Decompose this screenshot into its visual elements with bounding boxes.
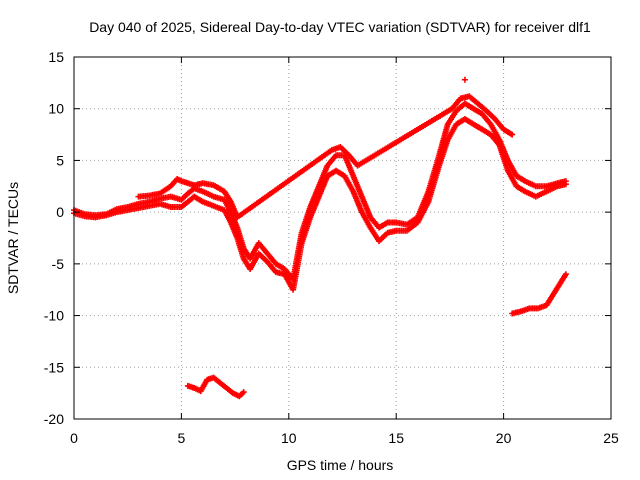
y-tick-label: 5 (56, 152, 64, 168)
x-tick-label: 20 (496, 430, 512, 446)
x-tick-label: 10 (281, 430, 297, 446)
y-tick-label: -5 (52, 256, 65, 272)
data-points (71, 76, 569, 400)
grid (74, 57, 611, 419)
x-axis-label: GPS time / hours (287, 457, 394, 473)
y-tick-label: 0 (56, 204, 64, 220)
y-tick-label: -15 (44, 359, 64, 375)
x-tick-label: 0 (70, 430, 78, 446)
plot-frame (73, 56, 612, 420)
y-tick-label: -10 (44, 308, 64, 324)
x-tick-label: 25 (603, 430, 619, 446)
data-point-marker (562, 271, 569, 278)
data-point-marker (240, 389, 247, 396)
x-tick-label: 15 (388, 430, 404, 446)
axis-ticks: 0 5 10 15 20 25 15 10 5 0 -5 -10 -15 -20 (44, 49, 619, 446)
data-point-marker (562, 181, 569, 188)
data-point-marker (509, 131, 516, 138)
chart-title: Day 040 of 2025, Sidereal Day-to-day VTE… (89, 19, 591, 35)
y-tick-label: -20 (44, 411, 64, 427)
y-tick-label: 10 (48, 101, 64, 117)
y-axis-label: SDTVAR / TECUs (5, 182, 21, 294)
x-tick-label: 5 (178, 430, 186, 446)
data-point-marker (461, 76, 468, 83)
y-tick-label: 15 (48, 49, 64, 65)
